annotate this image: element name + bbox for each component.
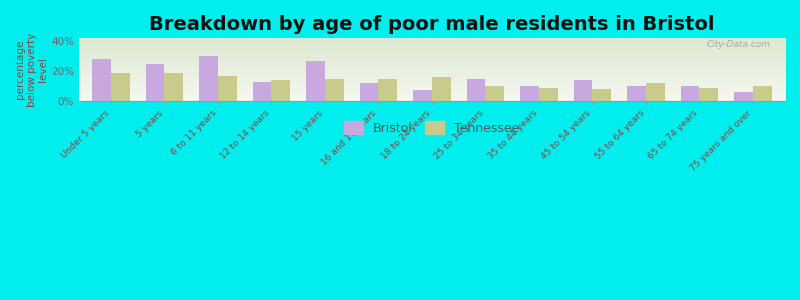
Bar bbox=[753, 86, 772, 101]
Bar bbox=[271, 80, 290, 101]
Text: City-Data.com: City-Data.com bbox=[707, 40, 771, 49]
Y-axis label: percentage
below poverty
level: percentage below poverty level bbox=[15, 32, 48, 107]
Bar bbox=[325, 79, 344, 101]
Title: Breakdown by age of poor male residents in Bristol: Breakdown by age of poor male residents … bbox=[149, 15, 714, 34]
Legend: Bristol, Tennessee: Bristol, Tennessee bbox=[339, 116, 525, 140]
Bar bbox=[627, 86, 646, 101]
Bar bbox=[378, 79, 397, 101]
Bar bbox=[699, 88, 718, 101]
Bar bbox=[432, 77, 450, 101]
Bar bbox=[574, 80, 593, 101]
Bar bbox=[466, 79, 486, 101]
Bar bbox=[165, 73, 183, 101]
Bar bbox=[92, 59, 111, 101]
Bar bbox=[199, 56, 218, 101]
Bar bbox=[360, 83, 378, 101]
Bar bbox=[681, 86, 699, 101]
Bar bbox=[218, 76, 237, 101]
Bar bbox=[146, 64, 165, 101]
Bar bbox=[520, 86, 539, 101]
Bar bbox=[646, 83, 665, 101]
Bar bbox=[734, 92, 753, 101]
Bar bbox=[253, 82, 271, 101]
Bar bbox=[306, 61, 325, 101]
Bar bbox=[413, 91, 432, 101]
Bar bbox=[486, 86, 504, 101]
Bar bbox=[539, 88, 558, 101]
Bar bbox=[111, 73, 130, 101]
Bar bbox=[593, 89, 611, 101]
